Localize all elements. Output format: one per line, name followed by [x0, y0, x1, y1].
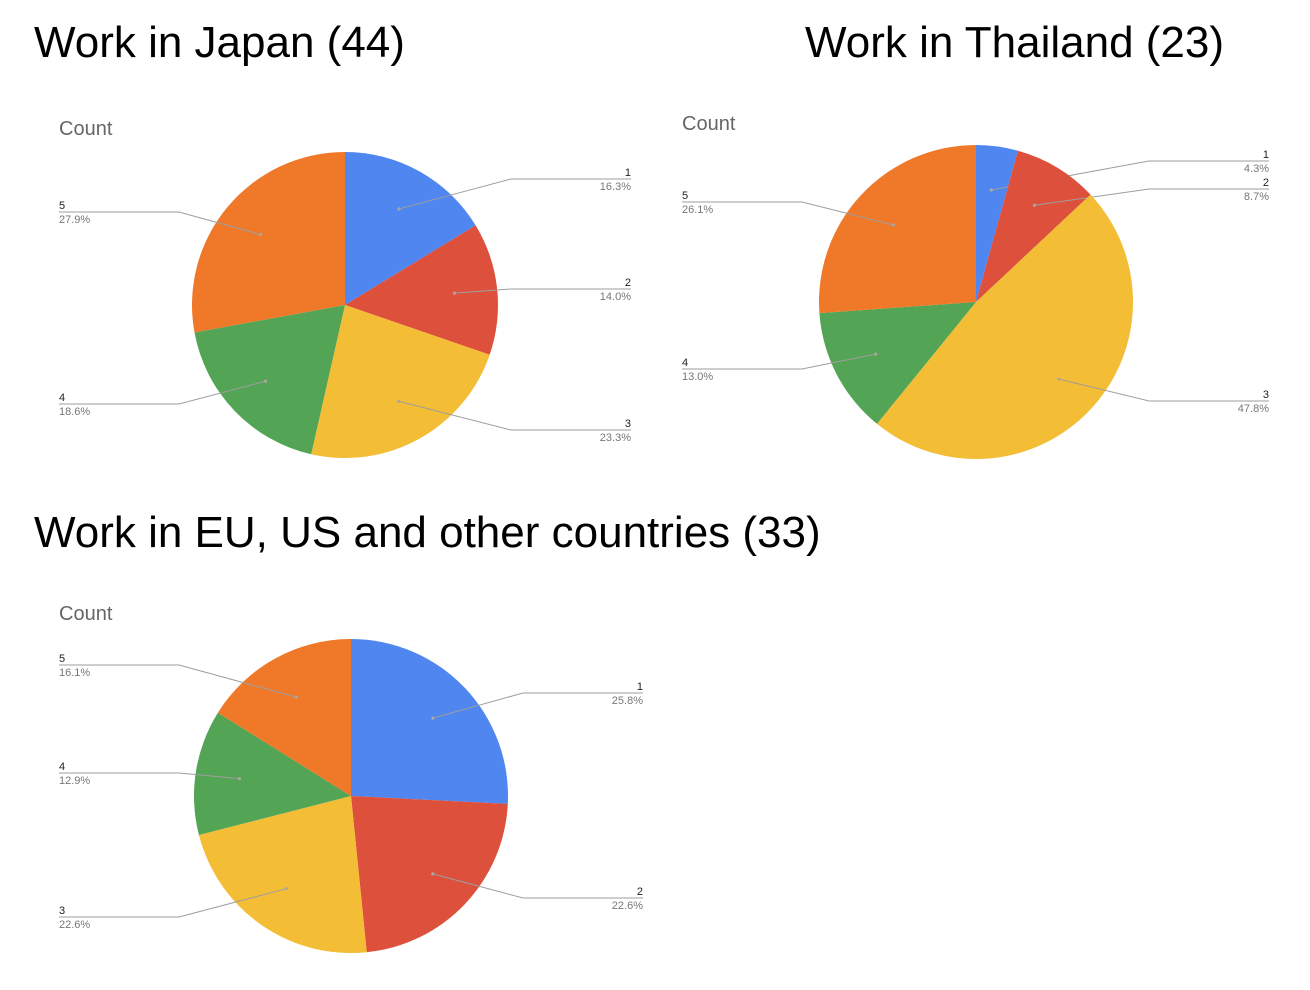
- leader-line-4: [682, 353, 876, 370]
- slice-percent-2: 22.6%: [612, 900, 643, 912]
- section-title-eu-us-other: Work in EU, US and other countries (33): [34, 508, 821, 557]
- slice-percent-4: 13.0%: [682, 371, 713, 383]
- slice-percent-2: 8.7%: [1244, 191, 1269, 203]
- pie-slice-4: [194, 305, 345, 455]
- leader-line-5: [59, 211, 261, 235]
- slice-label-5: 5: [59, 200, 65, 212]
- slice-label-5: 5: [59, 653, 65, 665]
- pie-slice-5: [191, 152, 345, 333]
- chart-title-thailand: Count: [682, 113, 736, 135]
- pie-slice-4: [193, 712, 351, 836]
- pie-slice-1: [345, 152, 476, 305]
- slice-label-5: 5: [682, 190, 688, 202]
- slice-percent-1: 16.3%: [600, 181, 631, 193]
- leader-dot-1: [431, 716, 435, 720]
- pie-slice-2: [351, 796, 508, 953]
- pie-slice-2: [976, 150, 1091, 302]
- slice-label-4: 4: [59, 392, 65, 404]
- pie-slice-4: [819, 302, 976, 424]
- slice-label-1: 1: [625, 167, 631, 179]
- leader-line-1: [432, 692, 643, 719]
- slice-label-4: 4: [59, 761, 65, 773]
- slice-percent-4: 12.9%: [59, 775, 90, 787]
- leader-line-5: [59, 664, 297, 698]
- slice-label-1: 1: [637, 681, 643, 693]
- slice-percent-5: 16.1%: [59, 667, 90, 679]
- slice-percent-5: 26.1%: [682, 204, 713, 216]
- slice-percent-3: 23.3%: [600, 432, 631, 444]
- pie-slice-3: [311, 305, 490, 459]
- leader-line-3: [398, 400, 631, 431]
- slice-percent-1: 4.3%: [1244, 163, 1269, 175]
- leader-line-3: [1058, 378, 1269, 402]
- slice-label-2: 2: [1263, 177, 1269, 189]
- pie-slice-5: [818, 145, 976, 314]
- pie-slice-1: [351, 639, 508, 804]
- slice-label-3: 3: [59, 905, 65, 917]
- slice-label-3: 3: [625, 418, 631, 430]
- leader-line-1: [398, 178, 631, 210]
- slice-percent-4: 18.6%: [59, 406, 90, 418]
- slice-percent-3: 47.8%: [1238, 403, 1269, 415]
- slice-label-4: 4: [682, 357, 688, 369]
- pie-slice-1: [976, 145, 1018, 302]
- leader-line-5: [682, 201, 894, 226]
- pie-slice-3: [198, 796, 367, 954]
- section-title-thailand: Work in Thailand (23): [805, 18, 1225, 67]
- slice-label-2: 2: [625, 277, 631, 289]
- section-title-japan: Work in Japan (44): [34, 18, 405, 67]
- slice-percent-1: 25.8%: [612, 695, 643, 707]
- slice-percent-2: 14.0%: [600, 291, 631, 303]
- leader-dot-5: [891, 223, 895, 227]
- slice-percent-5: 27.9%: [59, 214, 90, 226]
- slice-label-3: 3: [1263, 389, 1269, 401]
- pie-slice-5: [217, 639, 351, 796]
- leader-line-2: [1034, 188, 1269, 206]
- slice-label-2: 2: [637, 886, 643, 898]
- chart-title-japan: Count: [59, 118, 113, 140]
- pie-slice-3: [876, 194, 1133, 459]
- slice-percent-3: 22.6%: [59, 919, 90, 931]
- leader-line-4: [59, 380, 266, 405]
- leader-line-3: [59, 888, 287, 918]
- leader-line-2: [432, 873, 643, 899]
- leader-line-2: [454, 288, 631, 294]
- leader-line-4: [59, 772, 240, 780]
- pie-slice-2: [345, 225, 499, 355]
- chart-title-eu-us-other: Count: [59, 603, 113, 625]
- slice-label-1: 1: [1263, 149, 1269, 161]
